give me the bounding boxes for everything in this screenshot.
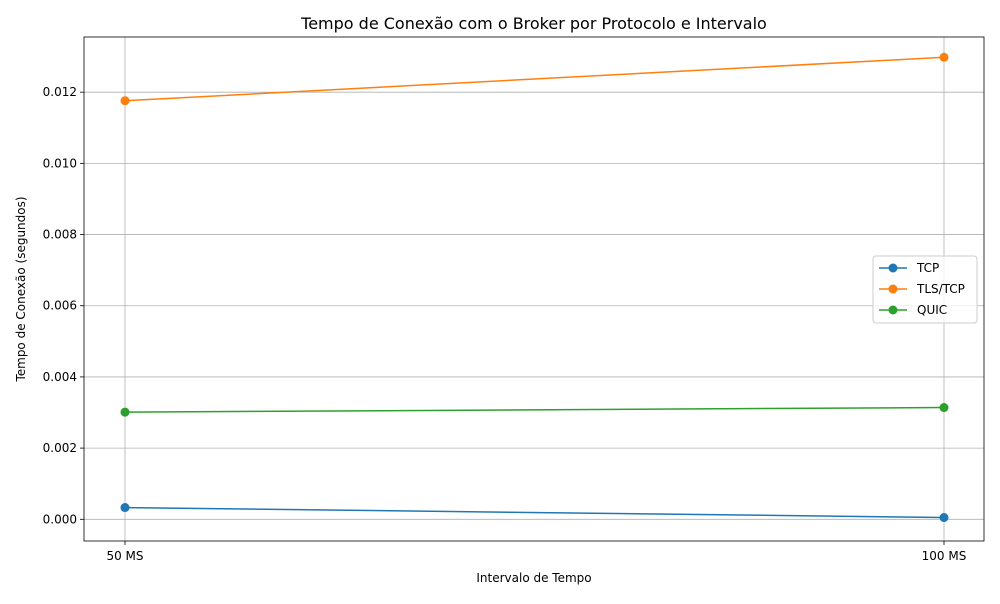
legend-label: TLS/TCP (916, 282, 965, 296)
y-tick-label: 0.012 (43, 85, 77, 99)
y-tick-label: 0.002 (43, 441, 77, 455)
series-line-tcp (124, 506, 945, 519)
series-lines (120, 52, 949, 523)
legend-marker (888, 284, 898, 294)
x-tick-label: 50 MS (106, 549, 143, 563)
grid-lines (84, 37, 984, 541)
y-axis-label: Tempo de Conexão (segundos) (14, 196, 28, 382)
x-axis-label: Intervalo de Tempo (476, 571, 591, 585)
data-point (939, 513, 949, 523)
data-point (120, 96, 130, 106)
y-tick-label: 0.006 (43, 299, 77, 313)
data-point (120, 503, 130, 513)
legend-label: QUIC (917, 303, 947, 317)
y-tick-label: 0.008 (43, 228, 77, 242)
chart-title: Tempo de Conexão com o Broker por Protoc… (300, 14, 767, 33)
series-line-tls-tcp (124, 56, 945, 102)
legend-marker (888, 263, 898, 273)
legend-marker (888, 305, 898, 315)
y-tick-label: 0.010 (43, 156, 77, 170)
series-line-quic (124, 406, 945, 413)
plot-frame (83, 36, 985, 542)
legend-box (872, 255, 978, 324)
x-tick-label: 100 MS (922, 549, 967, 563)
y-tick-label: 0.004 (43, 370, 77, 384)
axes: 0.000 0.002 0.004 0.006 0.008 0.010 0.012 50 MS… (43, 36, 985, 563)
y-tick-label: 0.000 (43, 512, 77, 526)
data-point (120, 407, 130, 417)
legend: TCP TLS/TCP QUIC (872, 255, 978, 324)
legend-label: TCP (916, 261, 939, 275)
data-point (939, 403, 949, 413)
data-point (939, 52, 949, 62)
